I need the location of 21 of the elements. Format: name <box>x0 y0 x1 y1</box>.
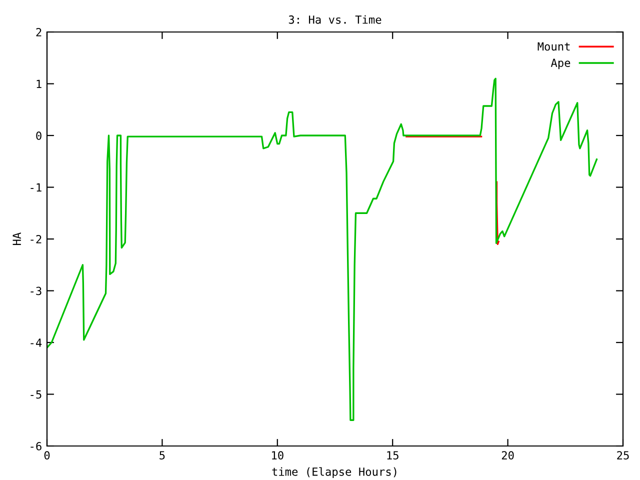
x-tick-label: 0 <box>44 451 50 460</box>
x-tick-label: 15 <box>387 451 398 460</box>
legend-label: Ape <box>550 58 570 70</box>
y-tick-label: -3 <box>30 286 42 296</box>
y-tick-label: 2 <box>36 28 42 36</box>
line-series <box>47 78 598 421</box>
x-tick-label: 20 <box>502 451 514 460</box>
chart-title: 3: Ha vs. Time <box>288 15 382 24</box>
y-tick-label: 1 <box>36 80 42 88</box>
y-axis-title: HA <box>12 232 21 245</box>
y-tick-label: -2 <box>30 235 42 244</box>
x-tick-label: 10 <box>272 451 284 460</box>
y-tick-label: -6 <box>30 442 42 450</box>
y-tick-label: -4 <box>30 338 42 347</box>
y-tick-label: 0 <box>36 132 42 140</box>
x-tick-label: 25 <box>617 451 629 460</box>
y-tick-label: -5 <box>30 390 42 399</box>
x-tick-label: 5 <box>160 451 165 460</box>
y-tick-label: -1 <box>30 183 42 192</box>
x-axis-title: time (Elapse Hours) <box>272 467 396 478</box>
legend-label: Mount <box>538 42 570 51</box>
